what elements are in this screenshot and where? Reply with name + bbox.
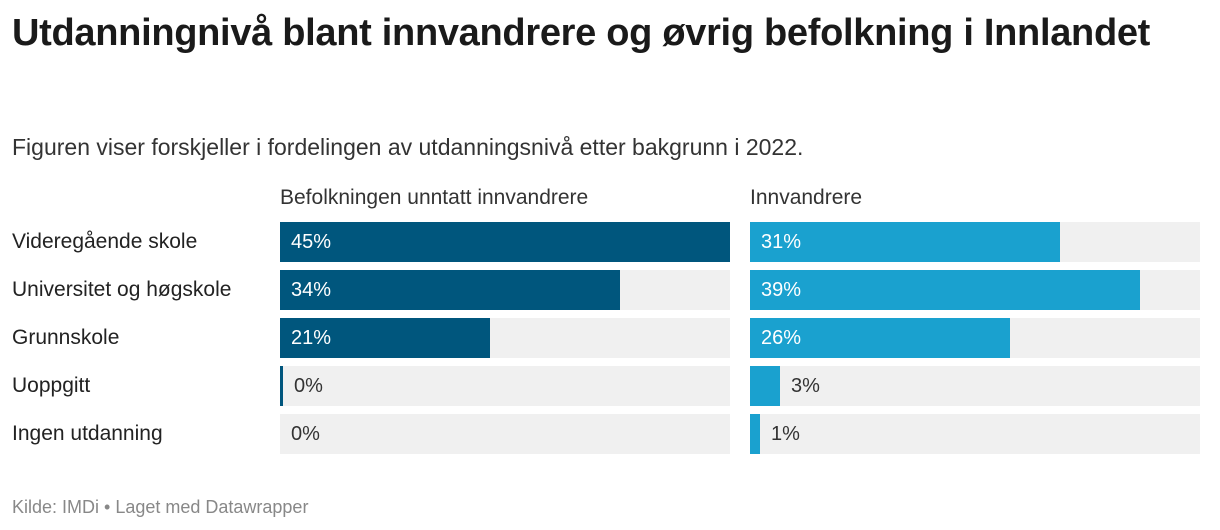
bar	[280, 270, 620, 310]
data-label: 21%	[291, 327, 332, 349]
category-label: Ingen utdanning	[12, 422, 163, 445]
chart-subtitle: Figuren viser forskjeller i fordelingen …	[12, 134, 804, 160]
data-label: 39%	[761, 279, 802, 301]
data-label: 31%	[761, 231, 802, 253]
category-label: Grunnskole	[12, 326, 120, 349]
category-label: Universitet og høgskole	[12, 278, 232, 301]
data-label: 0%	[294, 375, 323, 397]
category-label: Uoppgitt	[12, 374, 91, 397]
data-label: 26%	[761, 327, 802, 349]
bar-track: 45%	[280, 222, 730, 262]
bar-track: 0%	[280, 366, 730, 406]
bar-track: 31%	[750, 222, 1200, 262]
bar-track: 21%	[280, 318, 730, 358]
bar	[750, 318, 1010, 358]
bar	[750, 366, 780, 406]
data-label: 0%	[291, 423, 320, 445]
series-header: Befolkningen unntatt innvandrere	[280, 186, 589, 209]
bar-track: 39%	[750, 270, 1200, 310]
data-label: 34%	[291, 279, 332, 301]
source-note: Kilde: IMDi • Laget med Datawrapper	[12, 497, 309, 517]
category-label: Videregående skole	[12, 230, 198, 253]
data-label: 45%	[291, 231, 332, 253]
bar	[280, 318, 490, 358]
bar	[280, 366, 283, 406]
bar	[750, 270, 1140, 310]
bar	[750, 222, 1060, 262]
data-label: 3%	[791, 375, 820, 397]
series-header: Innvandrere	[750, 186, 863, 209]
bar-track: 3%	[750, 366, 1200, 406]
bar-track: 26%	[750, 318, 1200, 358]
bar-track: 0%	[280, 414, 730, 454]
bar	[750, 414, 760, 454]
bar-track: 34%	[280, 270, 730, 310]
data-label: 1%	[771, 423, 800, 445]
chart-title: Utdanningnivå blant innvandrere og øvrig…	[12, 12, 1151, 54]
bar-track: 1%	[750, 414, 1200, 454]
bar	[280, 222, 730, 262]
